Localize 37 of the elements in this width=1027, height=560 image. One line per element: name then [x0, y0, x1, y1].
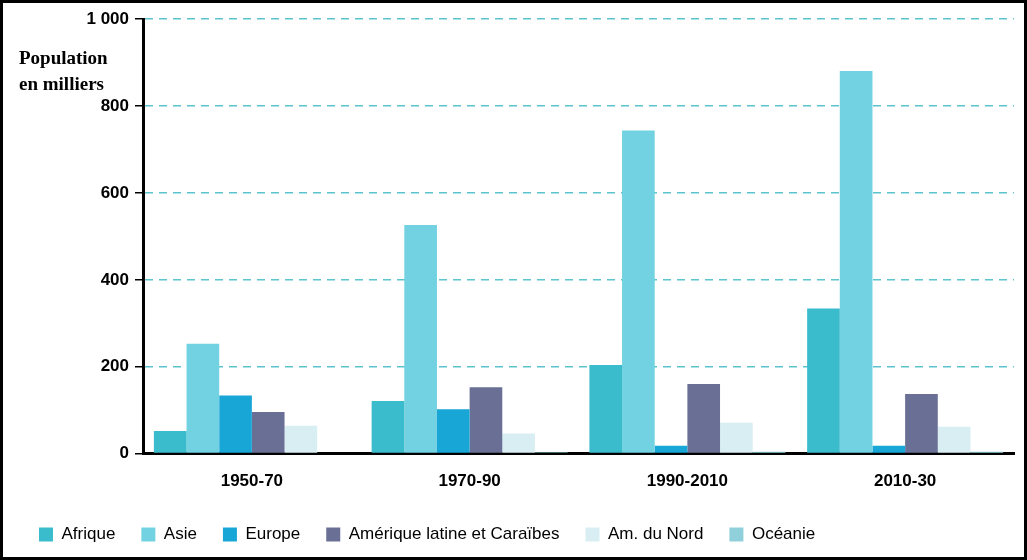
- legend-label: Europe: [245, 524, 301, 544]
- y-tick-label: 200: [100, 356, 129, 376]
- y-axis-title: Population en milliers: [19, 46, 109, 96]
- x-tick-label: 1970-90: [438, 471, 501, 491]
- y-tick-label: 1 000: [86, 8, 129, 28]
- bar: [839, 70, 873, 453]
- x-tick-label: 1990-2010: [646, 471, 729, 491]
- bar: [622, 130, 655, 453]
- legend-label: Afrique: [61, 524, 116, 544]
- x-tick-label: 2010-30: [873, 471, 937, 491]
- bar: [589, 364, 623, 453]
- bar: [720, 422, 753, 453]
- legend-label: Am. du Nord: [607, 524, 704, 544]
- x-tick-label: 1950-70: [220, 471, 284, 491]
- bar: [251, 411, 285, 453]
- y-tick-label: 800: [100, 95, 129, 115]
- bar: [654, 445, 688, 453]
- bar: [284, 425, 318, 453]
- bar: [502, 433, 535, 453]
- bar: [153, 431, 187, 453]
- y-tick-label: 0: [119, 443, 129, 463]
- legend-label: Asie: [163, 524, 197, 544]
- bar: [436, 409, 470, 453]
- bar: [404, 225, 437, 453]
- bar: [219, 395, 252, 453]
- y-tick-label: 400: [100, 269, 129, 289]
- bar: [687, 384, 721, 453]
- bar: [186, 343, 220, 453]
- legend-label: Amérique latine et Caraïbes: [348, 524, 560, 544]
- bar: [937, 426, 971, 453]
- y-tick-label: 600: [100, 182, 129, 202]
- bar: [371, 401, 405, 453]
- bar: [872, 445, 906, 453]
- bar: [469, 387, 503, 453]
- bar: [807, 308, 840, 453]
- legend-label: Océanie: [751, 524, 816, 544]
- bar: [905, 394, 938, 453]
